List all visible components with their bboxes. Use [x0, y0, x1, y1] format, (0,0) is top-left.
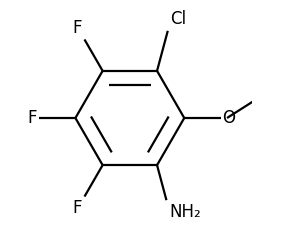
Text: Cl: Cl [170, 10, 186, 28]
Text: O: O [222, 109, 235, 127]
Text: F: F [72, 19, 82, 37]
Text: F: F [72, 199, 82, 217]
Text: F: F [27, 109, 37, 127]
Text: NH₂: NH₂ [169, 203, 201, 221]
